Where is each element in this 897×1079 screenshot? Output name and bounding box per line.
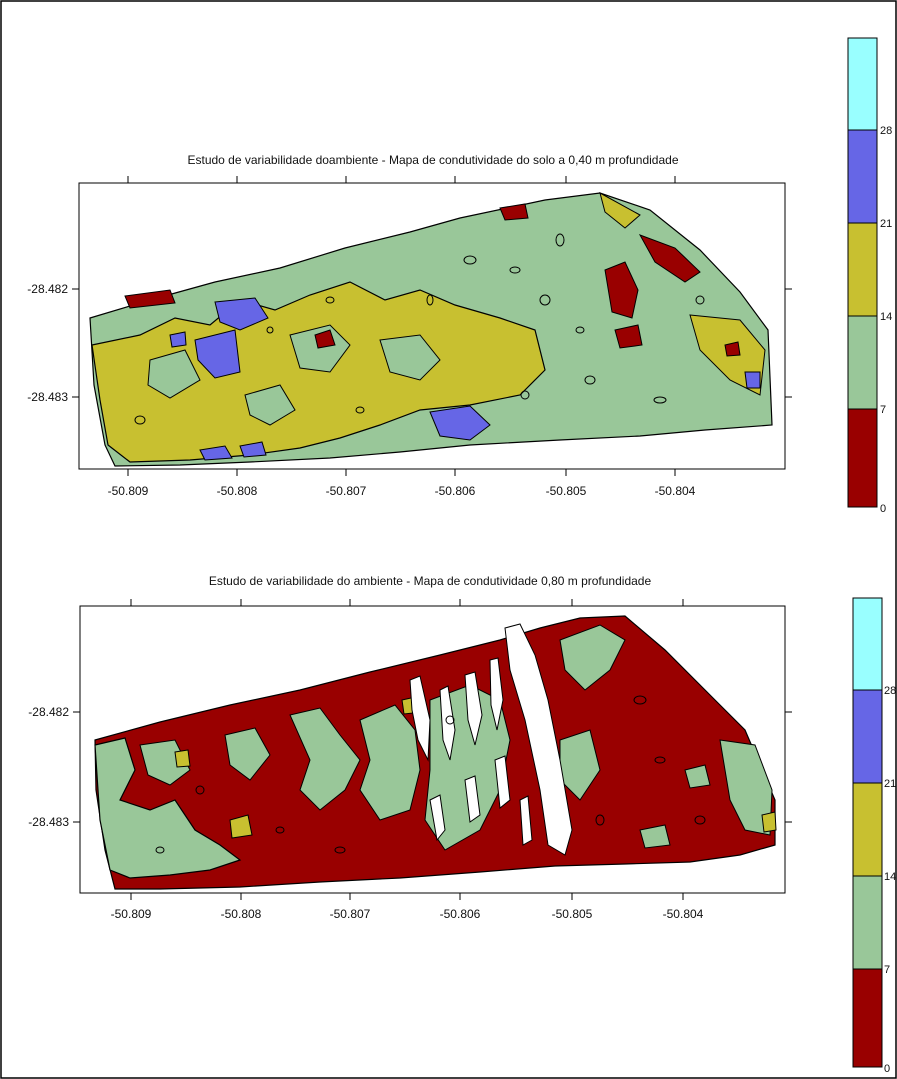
- map-2-zone-14-21b: [229, 814, 253, 839]
- map-2-zone-7-14k: [639, 824, 671, 849]
- map-2-zone-14-21d: [761, 811, 777, 833]
- map-1-title: Estudo de variabilidade doambiente - Map…: [187, 153, 678, 167]
- map-1-xtick: -50.804: [655, 484, 696, 498]
- map-1-xtick: -50.808: [217, 484, 258, 498]
- map-2-ytick: -28.483: [28, 815, 69, 829]
- map-2-tick-marks: [73, 599, 792, 900]
- map-1-colorbar-tick: 0: [880, 503, 886, 515]
- map-2-zone-7-14d: [359, 704, 421, 821]
- map-1-zone-0-7g: [724, 341, 741, 357]
- map-1-contour-speckles: [134, 233, 705, 425]
- map-2-xtick: -50.808: [221, 907, 262, 921]
- map-1-zone-21-28c: [429, 405, 491, 441]
- map-2-ytick: -28.482: [28, 705, 69, 719]
- map-1-zone-21-28a: [214, 297, 269, 331]
- map-2-nodata-streaks: [409, 623, 573, 856]
- map-1-zone-21-28d: [169, 331, 187, 348]
- map-2-colorbar-tick: 28: [884, 685, 896, 697]
- map-1-colorbar-tick: 14: [880, 311, 892, 323]
- map-2-zone-14-21a: [174, 749, 191, 768]
- map-1-zone-0-7b: [604, 261, 639, 319]
- map-1-xtick: -50.806: [435, 484, 476, 498]
- map-1-island-d: [244, 384, 296, 426]
- map-1-zone-0-7e: [499, 203, 529, 221]
- map-2-zone-7-14e: [224, 727, 271, 781]
- map-1-ytick: -28.483: [27, 390, 68, 404]
- map-2-colorbar-tick: 7: [884, 964, 890, 976]
- map-1-xtick: -50.805: [546, 484, 587, 498]
- map-2-title: Estudo de variabilidade do ambiente - Ma…: [209, 574, 652, 588]
- map-1-island-c: [379, 334, 441, 381]
- map-1-island-b: [147, 349, 201, 399]
- map-1-zone-14-21b: [599, 192, 641, 229]
- map-panel-1: Estudo de variabilidade doambiente - Map…: [27, 37, 892, 515]
- map-2-xtick: -50.806: [440, 907, 481, 921]
- map-2-xtick: -50.809: [111, 907, 152, 921]
- map-1-xtick: -50.809: [108, 484, 149, 498]
- map-1-zone-0-7a: [314, 329, 336, 349]
- map-1-zone-0-7d: [638, 234, 701, 283]
- map-2-colorbar: [852, 597, 883, 1068]
- map-2-colorbar-tick: 21: [884, 778, 896, 790]
- map-2-zone-7-14c: [289, 707, 361, 811]
- map-1-zone-21-28b: [194, 329, 241, 379]
- map-1-colorbar: [847, 37, 878, 508]
- map-1-zone-0-7c: [614, 324, 643, 349]
- map-1-ytick: -28.482: [27, 282, 68, 296]
- map-2-zone-7-14j: [684, 764, 711, 789]
- map-2-xtick: -50.805: [552, 907, 593, 921]
- map-2-colorbar-tick: 14: [884, 871, 896, 883]
- map-1-island-a: [289, 324, 351, 373]
- map-2-zone-7-14a: [94, 737, 242, 879]
- map-2-contour-speckles: [155, 695, 706, 854]
- map-1-xtick: -50.807: [326, 484, 367, 498]
- map-1-tick-marks: [72, 176, 792, 476]
- map-1-colorbar-tick: 28: [880, 125, 892, 137]
- map-2-xtick: -50.804: [663, 907, 704, 921]
- map-1-zone-21-28e: [199, 445, 233, 461]
- map-panel-2: Estudo de variabilidade do ambiente - Ma…: [28, 574, 896, 1075]
- map-1-colorbar-tick: 7: [880, 404, 886, 416]
- map-2-zone-7-14i: [719, 739, 773, 836]
- map-2-xtick: -50.807: [330, 907, 371, 921]
- map-1-zone-21-28f: [239, 441, 267, 458]
- map-2-zone-7-14g: [559, 624, 626, 691]
- map-1-colorbar-tick: 21: [880, 218, 892, 230]
- map-2-colorbar-tick: 0: [884, 1063, 890, 1075]
- map-1-zone-21-28g: [744, 371, 761, 389]
- map-1-zone-0-7f: [124, 289, 176, 309]
